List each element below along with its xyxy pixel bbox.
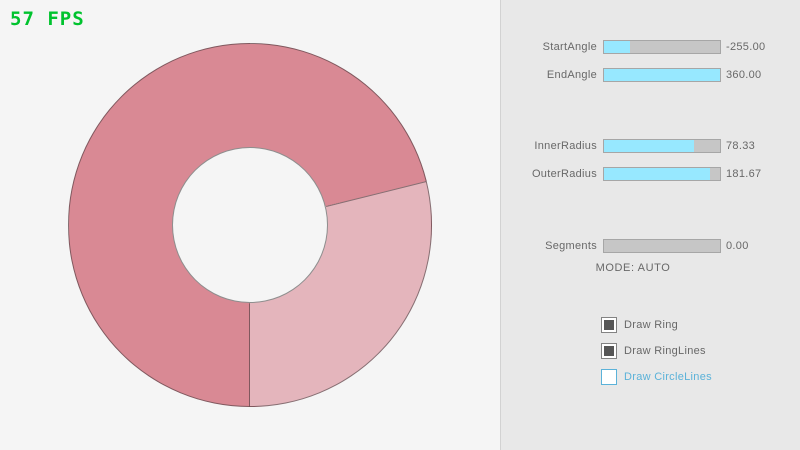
slider-row-start-angle: StartAngle -255.00 xyxy=(501,40,800,54)
slider-row-end-angle: EndAngle 360.00 xyxy=(501,68,800,82)
slider-row-segments: Segments 0.00 xyxy=(501,239,800,253)
draw-ring-label: Draw Ring xyxy=(624,319,679,331)
fps-counter: 57 FPS xyxy=(10,8,85,30)
inner-radius-slider[interactable] xyxy=(603,139,721,153)
end-angle-slider[interactable] xyxy=(603,68,721,82)
end-angle-value: 360.00 xyxy=(726,69,762,81)
draw-circlelines-label: Draw CircleLines xyxy=(624,371,712,383)
end-angle-slider-fill xyxy=(604,69,720,81)
outer-radius-value: 181.67 xyxy=(726,168,762,180)
start-angle-value: -255.00 xyxy=(726,41,766,53)
draw-ringlines-label: Draw RingLines xyxy=(624,345,706,357)
start-angle-slider-fill xyxy=(604,41,630,53)
checkbox-row-draw-circlelines: Draw CircleLines xyxy=(601,369,712,385)
checkbox-row-draw-ringlines: Draw RingLines xyxy=(601,343,706,359)
slider-row-outer-radius: OuterRadius 181.67 xyxy=(501,167,800,181)
start-angle-slider[interactable] xyxy=(603,40,721,54)
outer-radius-slider-fill xyxy=(604,168,710,180)
draw-circlelines-checkbox[interactable] xyxy=(601,369,617,385)
mode-text: MODE: AUTO xyxy=(595,262,671,274)
ring-sector-line-lower xyxy=(249,303,250,407)
draw-ring-checkbox[interactable] xyxy=(601,317,617,333)
start-angle-label: StartAngle xyxy=(542,41,597,53)
control-panel: StartAngle -255.00 EndAngle 360.00 Inner… xyxy=(500,0,800,450)
end-angle-label: EndAngle xyxy=(546,69,597,81)
ring-hole xyxy=(171,146,329,304)
inner-radius-label: InnerRadius xyxy=(534,140,597,152)
checkbox-row-draw-ring: Draw Ring xyxy=(601,317,678,333)
segments-label: Segments xyxy=(545,240,597,252)
slider-row-inner-radius: InnerRadius 78.33 xyxy=(501,139,800,153)
inner-radius-value: 78.33 xyxy=(726,140,756,152)
inner-radius-slider-fill xyxy=(604,140,695,152)
segments-value: 0.00 xyxy=(726,240,749,252)
outer-radius-label: OuterRadius xyxy=(531,168,597,180)
outer-radius-slider[interactable] xyxy=(603,167,721,181)
segments-slider[interactable] xyxy=(603,239,721,253)
draw-ringlines-checkbox[interactable] xyxy=(601,343,617,359)
